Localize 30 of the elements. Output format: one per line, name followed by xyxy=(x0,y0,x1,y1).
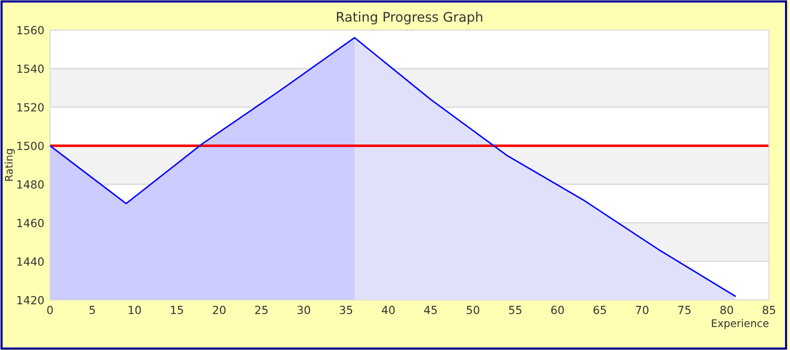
x-tick-label: 85 xyxy=(762,306,776,314)
y-tick-label: 1560 xyxy=(17,26,44,34)
x-tick-label: 15 xyxy=(171,306,183,314)
y-axis-title: Rating xyxy=(4,149,15,181)
x-tick-label: 45 xyxy=(424,306,437,314)
x-tick-label: 60 xyxy=(551,306,564,314)
x-tick-label: 50 xyxy=(466,306,480,314)
x-tick-label: 80 xyxy=(720,306,734,314)
y-tick-label: 1500 xyxy=(17,142,44,150)
y-tick-label: 1520 xyxy=(17,103,44,112)
x-tick-label: 30 xyxy=(298,306,310,314)
x-tick-label: 25 xyxy=(255,306,268,314)
x-tick-label: 35 xyxy=(340,306,352,314)
y-tick-label: 1440 xyxy=(17,257,44,266)
y-tick-label: 1420 xyxy=(17,296,44,304)
x-axis-title: Experience xyxy=(712,319,768,330)
x-tick-label: 10 xyxy=(128,306,141,314)
y-tick-label: 1460 xyxy=(17,218,44,228)
chart-title: Rating Progress Graph xyxy=(336,12,482,24)
line-series xyxy=(50,37,736,297)
y-tick-label: 1480 xyxy=(17,180,44,189)
x-tick-label: 55 xyxy=(509,306,522,314)
x-tick-label: 0 xyxy=(47,306,53,314)
x-tick-label: 75 xyxy=(678,306,691,314)
x-tick-label: 5 xyxy=(90,306,95,314)
x-tick-label: 40 xyxy=(382,306,395,314)
x-tick-label: 70 xyxy=(636,306,648,314)
x-tick-label: 65 xyxy=(594,306,606,314)
y-tick-label: 1540 xyxy=(17,64,44,73)
x-tick-label: 20 xyxy=(212,306,226,314)
